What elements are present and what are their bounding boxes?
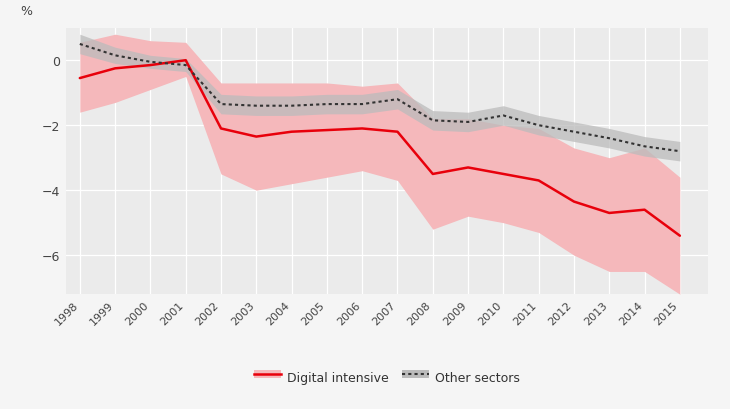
Legend: Digital intensive, Other sectors: Digital intensive, Other sectors (249, 366, 525, 389)
Text: %: % (20, 5, 33, 18)
